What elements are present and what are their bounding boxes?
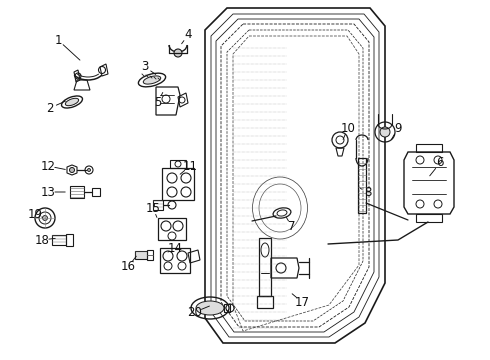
Circle shape	[43, 216, 48, 220]
Text: 19: 19	[27, 208, 43, 221]
Text: 20: 20	[188, 306, 202, 319]
Text: 12: 12	[41, 159, 55, 172]
Text: 7: 7	[288, 220, 296, 234]
Bar	[259, 238, 271, 296]
Text: 18: 18	[35, 234, 49, 247]
Text: 2: 2	[46, 102, 54, 114]
Text: 1: 1	[54, 33, 62, 46]
Text: 3: 3	[141, 60, 148, 73]
Ellipse shape	[65, 98, 79, 106]
Text: 15: 15	[146, 202, 160, 215]
Ellipse shape	[196, 301, 224, 315]
Bar	[135, 251, 147, 259]
Bar	[52, 235, 66, 245]
Text: 14: 14	[168, 242, 182, 255]
Text: 8: 8	[364, 186, 372, 199]
Bar	[92, 188, 100, 196]
Bar	[153, 200, 163, 210]
Text: 6: 6	[436, 157, 444, 170]
Circle shape	[70, 167, 74, 172]
Text: 4: 4	[184, 28, 192, 41]
Text: 5: 5	[154, 95, 162, 108]
Bar	[147, 250, 153, 260]
Circle shape	[380, 127, 390, 137]
Bar	[70, 186, 84, 198]
Circle shape	[88, 168, 91, 171]
Text: 11: 11	[182, 159, 197, 172]
Text: 17: 17	[294, 296, 310, 309]
Text: 10: 10	[341, 122, 355, 135]
Ellipse shape	[143, 76, 161, 84]
Bar	[66, 234, 73, 246]
Text: 9: 9	[394, 122, 402, 135]
Text: 16: 16	[121, 261, 136, 274]
Circle shape	[174, 49, 182, 57]
Text: 13: 13	[41, 185, 55, 198]
